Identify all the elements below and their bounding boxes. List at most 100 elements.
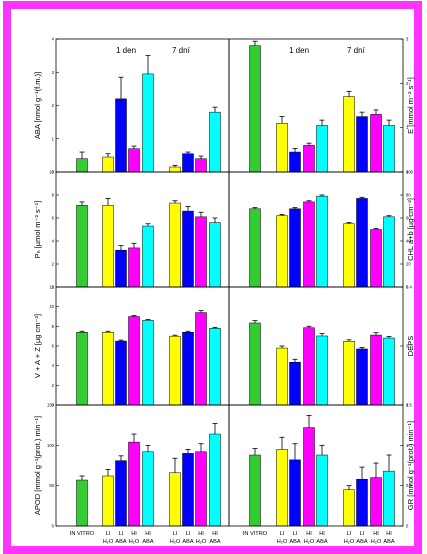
panel-left-1-tick-label: 4 xyxy=(52,37,55,42)
annotation-day7-left: 7 dní xyxy=(172,46,191,55)
panel-left-3-bar xyxy=(209,328,221,406)
panel-left-1-bar xyxy=(142,73,154,173)
panel-left-4-bar xyxy=(142,451,154,527)
panel-left-1-bar xyxy=(209,111,221,173)
category-label-top: HI xyxy=(306,531,312,537)
category-label-top: LI xyxy=(186,531,191,537)
panel-left-2-tick-label: 6 xyxy=(52,216,55,221)
panel-right-2-tick-label: 80 xyxy=(406,193,411,198)
panel-left-4-bar xyxy=(76,479,88,527)
panel-left-2-tick-label: 0 xyxy=(52,285,55,290)
panel-right-2-tick-label: 40 xyxy=(406,239,411,244)
panel-right-2-bar xyxy=(249,208,261,288)
category-label-top: LI xyxy=(293,531,298,537)
panel-left-2-bar xyxy=(128,247,140,288)
panel-right-4-bar xyxy=(356,478,368,527)
category-label-top: HI xyxy=(131,531,137,537)
panel-left-4-tick-label: 150 xyxy=(47,403,55,408)
panel-left-3-tick-label: 0 xyxy=(52,403,55,408)
panel-left-2-tick-label: 10 xyxy=(49,170,54,175)
panel-left-4-tick-label: 0 xyxy=(52,524,55,529)
panel-right-4-axis-title: GR [mmol g⁻¹(prot.) min⁻¹] xyxy=(406,421,415,510)
panel-right-4-tick-label: 1.0 xyxy=(406,443,412,448)
panel-left-1-tick-label: 3 xyxy=(52,70,55,75)
category-label-bottom: ABA xyxy=(209,539,220,545)
panel-left-3-tick-label: 12 xyxy=(49,285,54,290)
panel-left-2-tick-label: 8 xyxy=(52,193,55,198)
category-label-bottom: H₂O xyxy=(170,539,181,545)
panel-right-3-bar xyxy=(276,347,288,406)
panel-left-2-bar xyxy=(76,205,88,288)
panel-left-1-bar xyxy=(115,98,127,173)
panel-right-1-tick-label: 3 xyxy=(406,37,409,42)
panel-right-4-tick-label: 0.5 xyxy=(406,483,412,488)
panel-right-4-bar xyxy=(289,459,301,527)
panel-right-3-bar xyxy=(249,322,261,406)
panel-left-2-bar xyxy=(102,205,114,288)
panel-right-3-bar xyxy=(370,334,382,406)
panel-right-4-tick-label: 0 xyxy=(406,524,409,529)
panel-left-3-bar xyxy=(128,316,140,406)
panel-left-2-bar xyxy=(169,202,181,288)
panel-left-3-tick-label: 2 xyxy=(52,383,55,388)
category-label-top: LI xyxy=(173,531,178,537)
panel-right-2-bar xyxy=(276,215,288,288)
category-label-bottom: H₂O xyxy=(103,539,114,545)
category-label-bottom: ABA xyxy=(142,539,153,545)
panel-right-3-bar xyxy=(383,337,395,406)
panel-right-1-tick-label: 2 xyxy=(406,81,409,86)
panel-right-1-bar xyxy=(316,125,328,173)
panel-left-3-axis-title: V + A + Z [µg cm⁻²] xyxy=(33,314,42,378)
category-label-top: HI xyxy=(319,531,325,537)
category-label-top: LI xyxy=(280,531,285,537)
panel-left-4-bar xyxy=(128,441,140,527)
category-label-bottom: ABA xyxy=(289,539,300,545)
panel-right-4-bar xyxy=(343,489,355,527)
panel-right-1-bar xyxy=(276,122,288,173)
panel-left-2-bar xyxy=(142,225,154,288)
frame-border xyxy=(3,1,422,554)
panel-left-4-bar xyxy=(209,433,221,527)
panel-right-3-bar xyxy=(289,361,301,406)
category-label-top: HI xyxy=(386,531,392,537)
panel-right-1-bar xyxy=(289,151,301,173)
panel-right-3-bar xyxy=(356,348,368,406)
panel-right-2-bar xyxy=(383,216,395,288)
panel-right-2-bar xyxy=(356,198,368,288)
category-label-top: LI xyxy=(360,531,365,537)
panel-right-3-tick-label: 0.4 xyxy=(406,285,412,290)
panel-right-2-bar xyxy=(303,201,315,288)
panel-right-2-bar xyxy=(316,195,328,288)
category-label-bottom: ABA xyxy=(316,539,327,545)
panel-right-4-bar xyxy=(316,454,328,527)
panel-right-1-bar xyxy=(343,96,355,173)
category-label-top: HI xyxy=(145,531,151,537)
panel-right-3-tick-label: 0.2 xyxy=(406,344,412,349)
category-label-bottom: H₂O xyxy=(277,539,288,545)
panel-left-2-bar xyxy=(182,210,194,288)
panel-left-3-bar xyxy=(182,331,194,406)
panel-left-4-tick-label: 100 xyxy=(47,443,55,448)
panel-left-1-tick-label: 1 xyxy=(52,136,55,141)
panel-left-4-bar xyxy=(182,453,194,527)
panel-right-2-tick-label: 20 xyxy=(406,262,411,267)
panel-left-3-tick-label: 10 xyxy=(49,304,54,309)
panel-left-1-bar xyxy=(76,158,88,173)
category-label-top: LI xyxy=(106,531,111,537)
panel-right-3-bar xyxy=(303,327,315,406)
panel-left-1-bar xyxy=(128,148,140,173)
panel-left-4: 0 50 100 150 APOD [mmol g⁻¹(prot.) min⁻¹] xyxy=(33,403,230,529)
category-label-bottom: H₂O xyxy=(129,539,140,545)
category-label-bottom: H₂O xyxy=(196,539,207,545)
panel-left-2-bar xyxy=(115,249,127,288)
panel-right-4: 0 0.5 1.0 1.5 GR [mmol g⁻¹(prot.) min⁻¹] xyxy=(228,403,415,529)
panel-left-2-bar xyxy=(195,216,207,288)
panel-right-2-bar xyxy=(370,229,382,288)
panel-right-2-tick-label: 0 xyxy=(406,285,409,290)
panel-right-2-bar xyxy=(289,208,301,288)
panel-right-1-bar xyxy=(249,45,261,173)
panel-left-4-bar xyxy=(115,460,127,527)
panel-right-3-bar xyxy=(343,341,355,406)
